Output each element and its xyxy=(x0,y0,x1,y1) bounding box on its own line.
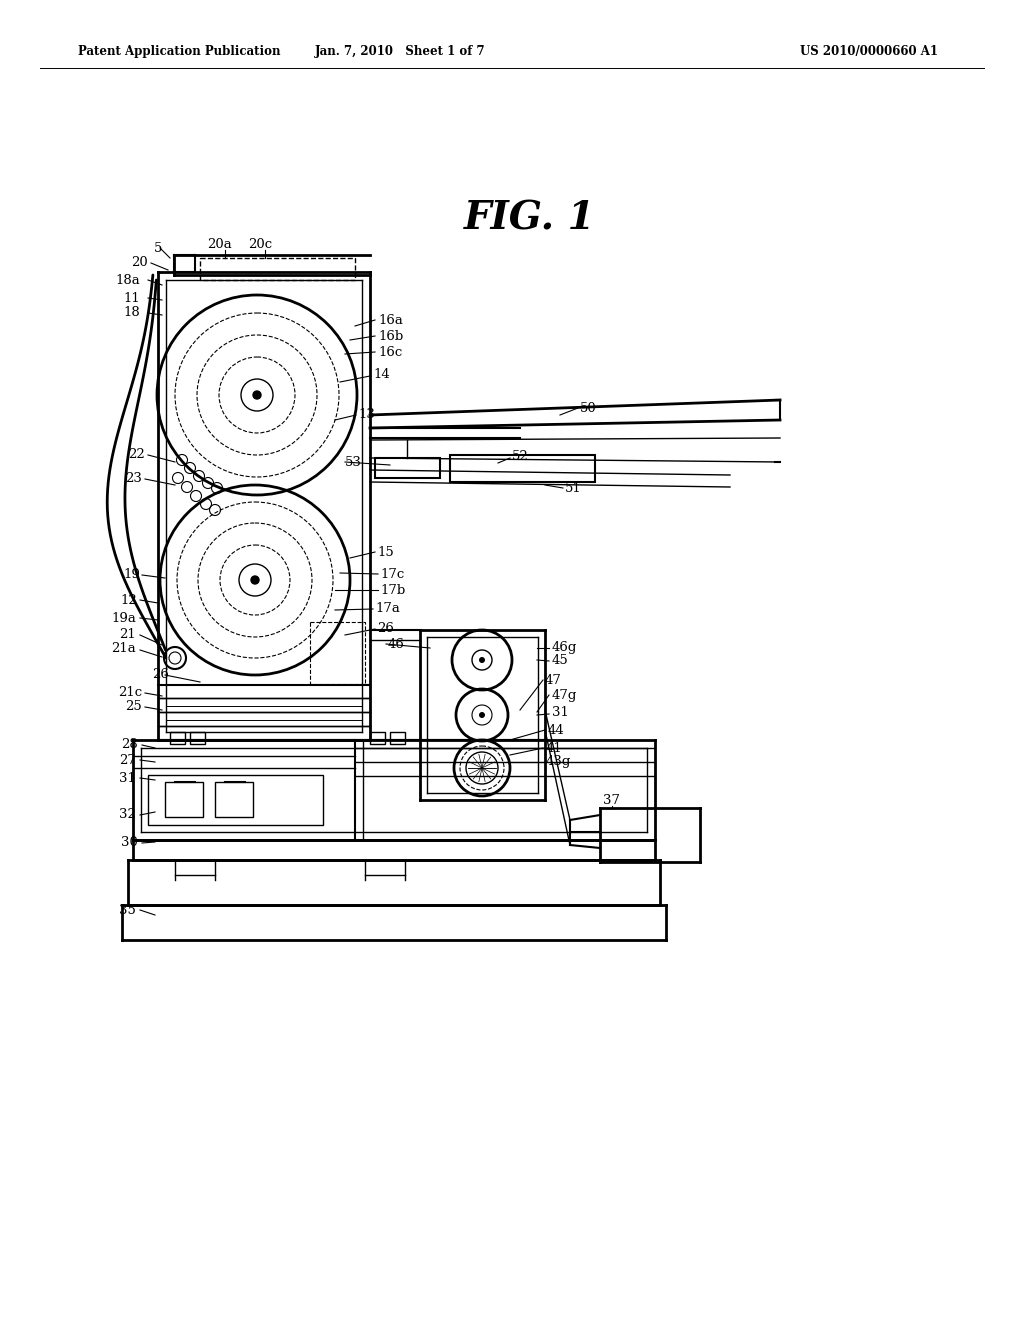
Text: 52: 52 xyxy=(512,450,528,463)
Text: 5: 5 xyxy=(154,242,162,255)
Text: 25: 25 xyxy=(125,701,142,714)
Circle shape xyxy=(466,752,498,784)
Bar xyxy=(165,781,203,817)
Text: 20a: 20a xyxy=(208,239,232,252)
Text: 27: 27 xyxy=(119,754,136,767)
Text: 13: 13 xyxy=(358,408,375,421)
Text: 31: 31 xyxy=(552,706,569,719)
Text: 19: 19 xyxy=(123,569,140,582)
Text: 26: 26 xyxy=(377,622,394,635)
Text: 17b: 17b xyxy=(380,583,406,597)
Text: 19a: 19a xyxy=(112,611,136,624)
Text: 20c: 20c xyxy=(248,239,272,252)
Text: 50: 50 xyxy=(580,401,597,414)
Bar xyxy=(310,622,365,684)
Text: FIG. 1: FIG. 1 xyxy=(464,201,596,238)
Text: 28: 28 xyxy=(121,738,138,751)
Text: 16b: 16b xyxy=(378,330,403,342)
Text: 32: 32 xyxy=(119,808,136,821)
Text: 12: 12 xyxy=(120,594,137,606)
Text: 21a: 21a xyxy=(112,643,136,656)
Bar xyxy=(375,458,440,478)
Text: 21c: 21c xyxy=(118,686,142,700)
Text: 15: 15 xyxy=(377,545,394,558)
Text: Patent Application Publication: Patent Application Publication xyxy=(78,45,281,58)
Text: 46g: 46g xyxy=(552,642,578,655)
Text: 46: 46 xyxy=(388,638,404,651)
Bar xyxy=(215,781,253,817)
Text: 17a: 17a xyxy=(375,602,400,615)
Text: 26: 26 xyxy=(152,668,169,681)
Circle shape xyxy=(251,576,259,583)
Bar xyxy=(450,455,595,482)
Text: 23: 23 xyxy=(125,471,142,484)
Circle shape xyxy=(253,391,261,399)
Text: 20: 20 xyxy=(131,256,148,268)
Circle shape xyxy=(479,657,485,663)
Text: 35: 35 xyxy=(119,903,136,916)
Bar xyxy=(170,733,185,744)
Text: 16c: 16c xyxy=(378,346,402,359)
Text: 44: 44 xyxy=(548,723,565,737)
Circle shape xyxy=(479,711,485,718)
Bar xyxy=(200,257,355,280)
Bar xyxy=(390,733,406,744)
Text: 37: 37 xyxy=(603,793,621,807)
Bar xyxy=(148,775,323,825)
Text: 11: 11 xyxy=(123,292,140,305)
Text: 53: 53 xyxy=(345,455,361,469)
Text: 22: 22 xyxy=(128,449,145,462)
Text: 51: 51 xyxy=(565,482,582,495)
Text: 21: 21 xyxy=(119,627,136,640)
Text: 17c: 17c xyxy=(380,568,404,581)
Bar xyxy=(190,733,205,744)
Text: 31: 31 xyxy=(119,771,136,784)
Text: 16a: 16a xyxy=(378,314,402,326)
Text: 30: 30 xyxy=(121,837,138,850)
Text: 43g: 43g xyxy=(546,755,571,768)
Text: 18: 18 xyxy=(123,305,140,318)
Text: 18a: 18a xyxy=(116,273,140,286)
Text: 45: 45 xyxy=(552,653,568,667)
Text: 47: 47 xyxy=(545,673,562,686)
Text: US 2010/0000660 A1: US 2010/0000660 A1 xyxy=(800,45,938,58)
Text: 47g: 47g xyxy=(552,689,578,701)
Text: 14: 14 xyxy=(373,368,390,381)
Text: Jan. 7, 2010   Sheet 1 of 7: Jan. 7, 2010 Sheet 1 of 7 xyxy=(314,45,485,58)
Bar xyxy=(370,733,385,744)
Text: 41: 41 xyxy=(546,742,563,755)
